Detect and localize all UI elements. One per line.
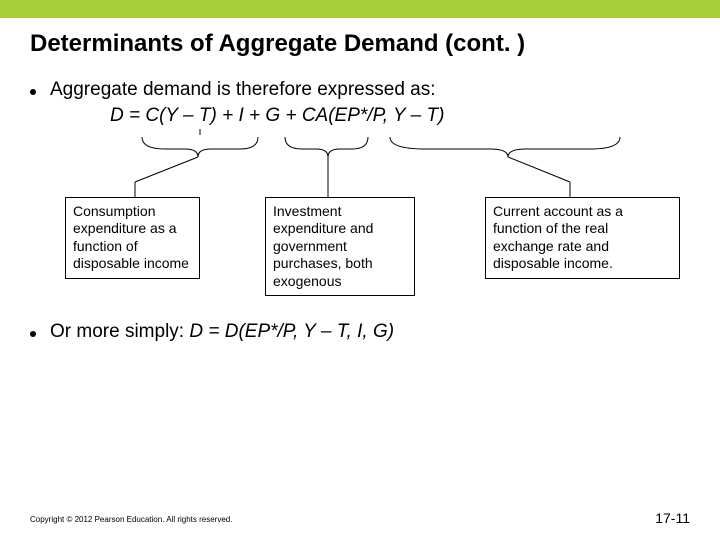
accent-bar	[0, 0, 720, 18]
bullet-2-text: Or more simply: D = D(EP*/P, Y – T, I, G…	[50, 321, 690, 343]
slide-content: Determinants of Aggregate Demand (cont. …	[0, 18, 720, 343]
bullet-dot-icon	[30, 331, 36, 337]
bullet-2-prefix: Or more simply:	[50, 321, 189, 342]
slide-title: Determinants of Aggregate Demand (cont. …	[30, 30, 690, 59]
annotation-current-account: Current account as a function of the rea…	[485, 197, 680, 279]
bullet-dot-icon	[30, 89, 36, 95]
bullet-1: Aggregate demand is therefore expressed …	[30, 79, 690, 101]
bullet-1-text: Aggregate demand is therefore expressed …	[50, 79, 690, 101]
bullet-2-equation: D = D(EP*/P, Y – T, I, G)	[189, 321, 394, 342]
equation-main: D = C(Y – T) + I + G + CA(EP*/P, Y – T)	[110, 105, 690, 127]
annotation-consumption: Consumption expenditure as a function of…	[65, 197, 200, 279]
annotation-investment-gov: Investment expenditure and government pu…	[265, 197, 415, 297]
slide-number: 17-11	[655, 510, 690, 526]
bullet-2: Or more simply: D = D(EP*/P, Y – T, I, G…	[30, 321, 690, 343]
annotation-diagram: Consumption expenditure as a function of…	[30, 127, 690, 307]
copyright-text: Copyright © 2012 Pearson Education. All …	[30, 515, 232, 524]
